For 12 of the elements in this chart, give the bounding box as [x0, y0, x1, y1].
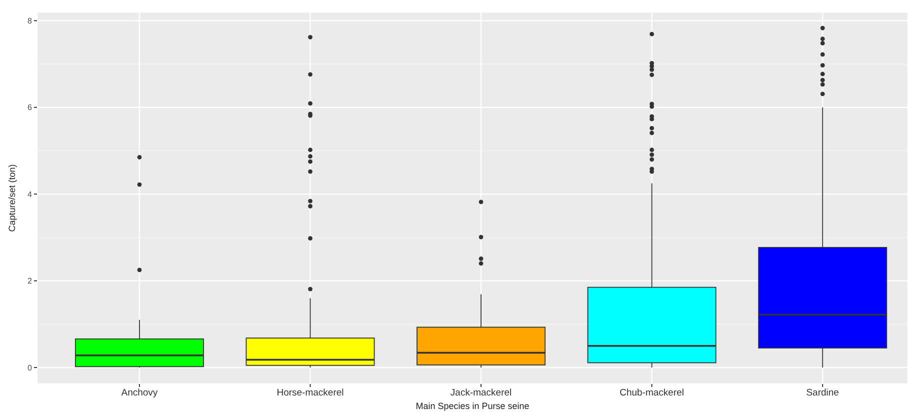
y-axis-title: Capture/set (ton) — [7, 164, 18, 232]
x-axis-title: Main Species in Purse seine — [416, 401, 530, 411]
y-tick-label: 8 — [28, 16, 33, 26]
y-tick-label: 4 — [28, 190, 33, 199]
x-tick-label: Chub-mackerel — [620, 388, 684, 399]
y-tick-label: 0 — [28, 363, 33, 372]
y-tick-label: 6 — [28, 103, 33, 112]
x-tick-label: Anchovy — [121, 388, 158, 399]
x-tick-label: Jack-mackerel — [450, 388, 512, 399]
x-tick-label: Horse-mackerel — [276, 388, 344, 399]
y-tick-label: 2 — [28, 276, 33, 286]
x-tick-label: Sardine — [806, 388, 839, 399]
